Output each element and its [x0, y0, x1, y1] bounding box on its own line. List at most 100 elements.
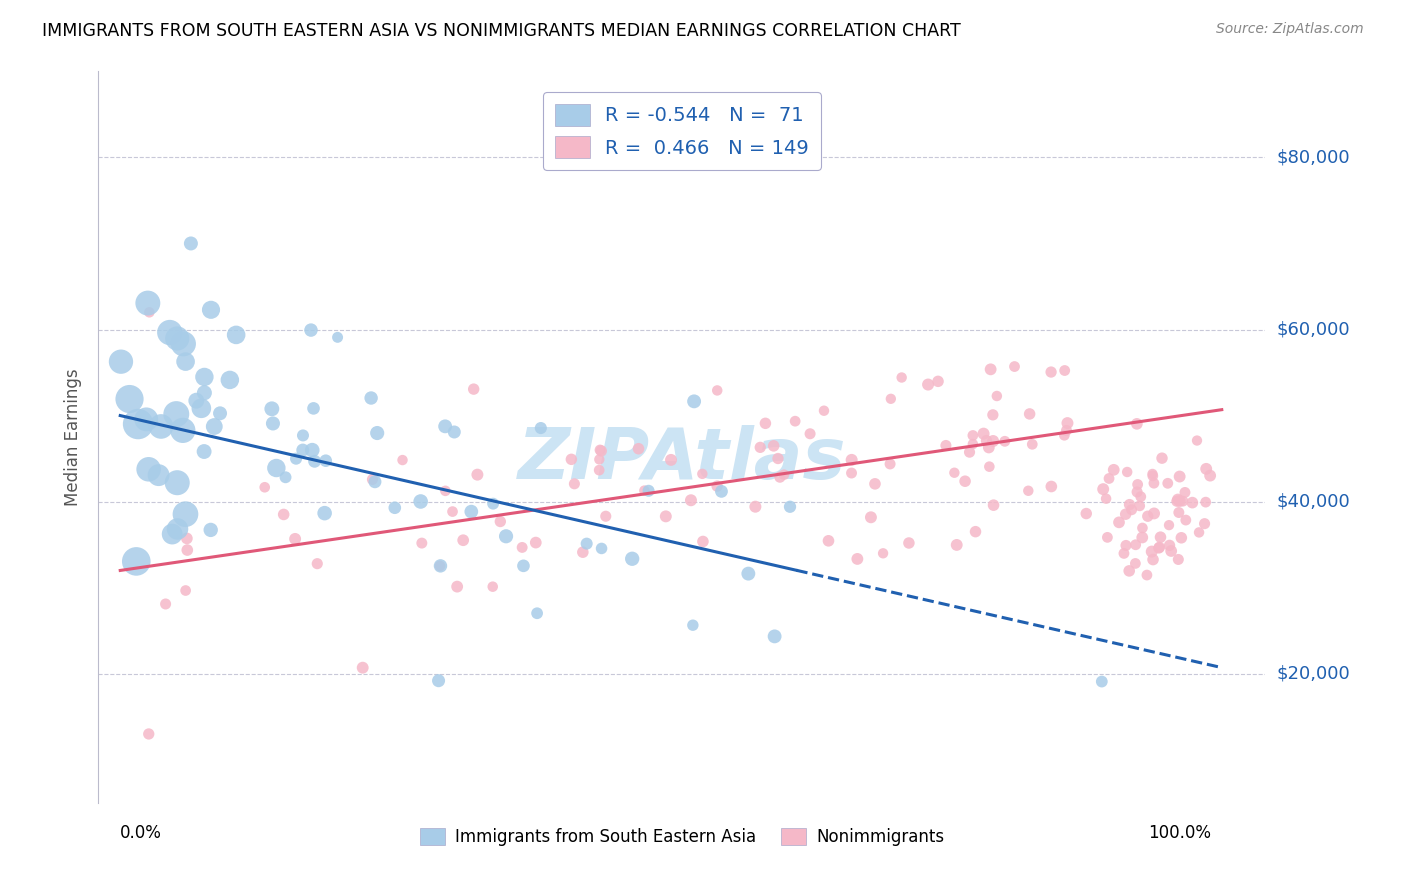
Point: [706, 479, 728, 493]
Point: [463, 382, 485, 396]
Point: [155, 597, 177, 611]
Point: [976, 434, 998, 448]
Point: [1056, 423, 1078, 437]
Text: $20,000: $20,000: [1277, 665, 1350, 682]
Point: [1097, 530, 1119, 544]
Point: [799, 426, 821, 441]
Point: [692, 467, 714, 481]
Point: [110, 354, 132, 368]
Point: [737, 566, 759, 581]
Point: [572, 545, 595, 559]
Point: [1167, 506, 1189, 520]
Point: [361, 472, 384, 486]
Point: [621, 551, 644, 566]
Point: [1121, 502, 1143, 516]
Point: [190, 401, 212, 416]
Point: [1174, 485, 1197, 500]
Point: [1091, 674, 1114, 689]
Point: [314, 506, 336, 520]
Point: [253, 480, 276, 494]
Text: 0.0%: 0.0%: [121, 824, 162, 842]
Point: [890, 370, 912, 384]
Point: [180, 236, 202, 251]
Point: [927, 375, 949, 389]
Point: [166, 475, 188, 490]
Point: [1159, 538, 1181, 552]
Text: $40,000: $40,000: [1277, 492, 1350, 510]
Point: [1136, 509, 1159, 524]
Point: [981, 434, 1004, 448]
Text: 100.0%: 100.0%: [1147, 824, 1211, 842]
Point: [1129, 490, 1152, 504]
Point: [965, 524, 987, 539]
Point: [1194, 516, 1216, 531]
Point: [307, 557, 329, 571]
Point: [1130, 531, 1153, 545]
Point: [962, 437, 984, 451]
Point: [595, 509, 617, 524]
Point: [172, 336, 194, 351]
Point: [202, 419, 225, 434]
Point: [979, 459, 1001, 474]
Point: [575, 536, 598, 550]
Point: [266, 461, 288, 475]
Point: [467, 467, 489, 482]
Point: [1181, 495, 1204, 509]
Point: [1140, 544, 1163, 558]
Point: [1143, 476, 1166, 491]
Point: [813, 403, 835, 417]
Point: [1167, 552, 1189, 566]
Point: [943, 466, 966, 480]
Point: [225, 327, 247, 342]
Point: [174, 507, 197, 521]
Point: [1021, 437, 1043, 451]
Point: [1125, 538, 1147, 552]
Point: [589, 442, 612, 457]
Point: [879, 457, 901, 471]
Point: [429, 558, 451, 573]
Point: [482, 497, 505, 511]
Point: [841, 466, 863, 480]
Point: [953, 474, 976, 488]
Point: [1018, 407, 1040, 421]
Point: [1157, 518, 1180, 533]
Point: [1168, 494, 1191, 508]
Point: [859, 510, 882, 524]
Point: [773, 467, 796, 482]
Point: [138, 305, 160, 319]
Text: IMMIGRANTS FROM SOUTH EASTERN ASIA VS NONIMMIGRANTS MEDIAN EARNINGS CORRELATION : IMMIGRANTS FROM SOUTH EASTERN ASIA VS NO…: [42, 22, 960, 40]
Point: [530, 421, 553, 435]
Point: [510, 541, 533, 555]
Point: [326, 330, 349, 344]
Point: [135, 412, 157, 426]
Point: [1147, 541, 1170, 555]
Point: [1004, 359, 1026, 374]
Point: [176, 543, 198, 558]
Text: $80,000: $80,000: [1277, 148, 1350, 167]
Point: [218, 373, 240, 387]
Point: [637, 483, 659, 498]
Point: [1142, 467, 1164, 481]
Point: [983, 498, 1005, 512]
Point: [769, 470, 792, 484]
Point: [659, 453, 682, 467]
Point: [138, 727, 160, 741]
Text: $60,000: $60,000: [1277, 320, 1350, 339]
Point: [863, 476, 886, 491]
Point: [186, 393, 208, 408]
Point: [872, 546, 894, 560]
Point: [1168, 469, 1191, 483]
Point: [304, 454, 326, 468]
Point: [588, 452, 610, 467]
Point: [1195, 495, 1218, 509]
Point: [512, 558, 534, 573]
Point: [301, 443, 323, 458]
Point: [166, 331, 188, 345]
Point: [591, 444, 613, 458]
Point: [679, 493, 702, 508]
Point: [1040, 479, 1063, 493]
Point: [945, 538, 967, 552]
Point: [779, 500, 801, 514]
Point: [127, 417, 149, 431]
Point: [846, 552, 869, 566]
